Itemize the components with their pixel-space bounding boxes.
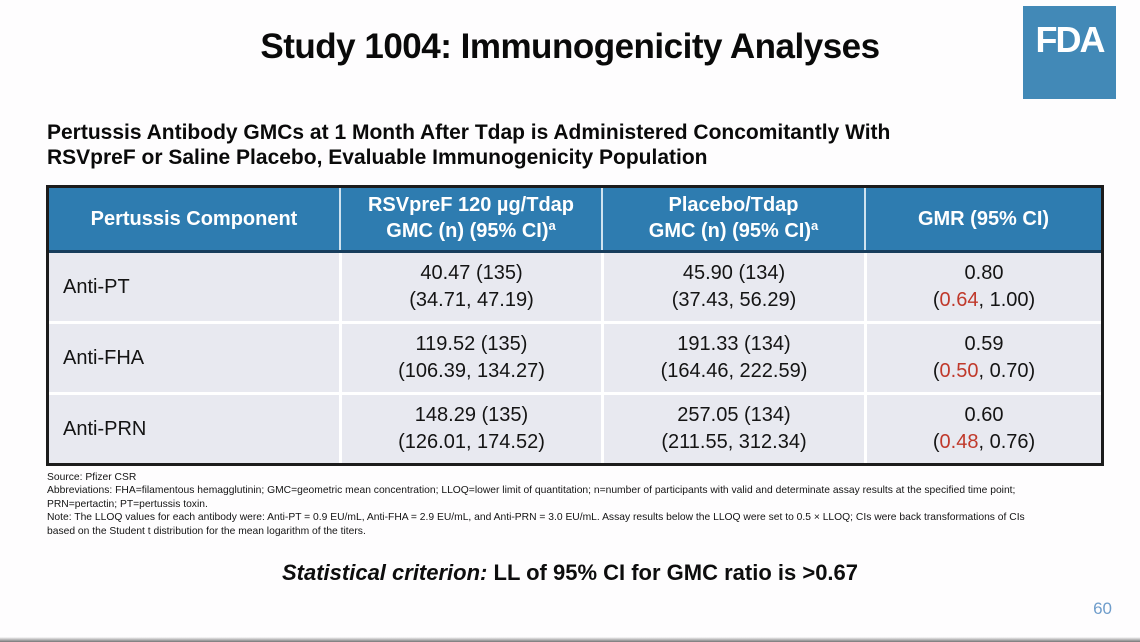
gmc-value: 257.05 (134)	[677, 404, 791, 426]
gmr-ci: (0.64, 1.00)	[933, 287, 1035, 314]
gmc-value: 148.29 (135)	[414, 404, 529, 426]
gmc-ci: (211.55, 312.34)	[661, 431, 807, 453]
footnotes: Source: Pfizer CSR Abbreviations: FHA=fi…	[47, 471, 1120, 538]
gmr-ci-rest: , 0.70)	[978, 360, 1036, 382]
gmc-ci: (34.71, 47.19)	[409, 289, 534, 311]
criterion-label: Statistical criterion:	[281, 560, 488, 585]
cell-gmr: 0.59 (0.50, 0.70)	[864, 324, 1101, 392]
cell-rsvpref-gmc: 40.47 (135) (34.71, 47.19)	[339, 253, 601, 321]
header-gmr: GMR (95% CI)	[864, 188, 1101, 250]
header-placebo-tdap: Placebo/Tdap GMC (n) (95% CI)a	[601, 188, 864, 250]
gmr-ci: (0.48, 0.76)	[933, 429, 1035, 456]
cell-component: Anti-FHA	[49, 324, 339, 392]
cell-gmr: 0.60 (0.48, 0.76)	[864, 395, 1101, 463]
gmr-ci-lower-limit: 0.48	[939, 431, 979, 453]
statistical-criterion: Statistical criterion: LL of 95% CI for …	[0, 560, 1140, 586]
gmr-ci-lower-limit: 0.64	[939, 289, 979, 311]
footnote-abbreviations-line-2: PRN=pertactin; PT=pertussis toxin.	[47, 498, 208, 510]
gmr-value: 0.60	[964, 404, 1004, 426]
cell-component: Anti-PT	[49, 253, 339, 321]
header-rsvpref-tdap: RSVpreF 120 µg/Tdap GMC (n) (95% CI)a	[339, 188, 601, 250]
page-number: 60	[1093, 599, 1112, 618]
gmr-value: 0.59	[964, 333, 1004, 355]
footnote-abbreviations-line-1: Abbreviations: FHA=filamentous hemagglut…	[47, 485, 1016, 497]
header-pertussis-component: Pertussis Component	[49, 188, 339, 250]
header-label: GMC (n) (95% CI)	[386, 220, 549, 242]
gmr-value: 0.80	[964, 262, 1004, 284]
gmc-value: 191.33 (134)	[677, 333, 791, 355]
caption-line-2: RSVpreF or Saline Placebo, Evaluable Imm…	[47, 146, 708, 169]
cell-gmr: 0.80 (0.64, 1.00)	[864, 253, 1101, 321]
video-bottom-edge	[0, 637, 1140, 642]
footnote-marker: a	[810, 218, 819, 233]
gmc-value: 119.52 (135)	[415, 333, 528, 355]
gmr-ci-rest: , 1.00)	[978, 289, 1036, 311]
table-row: Anti-PT 40.47 (135) (34.71, 47.19) 45.90…	[49, 253, 1101, 321]
gmc-ci: (164.46, 222.59)	[660, 360, 808, 382]
header-line: Placebo/Tdap	[668, 192, 798, 218]
component-label: Anti-FHA	[63, 346, 145, 369]
header-line: GMC (n) (95% CI)a	[649, 218, 818, 246]
header-label: GMR (95% CI)	[917, 208, 1050, 230]
table-row: Anti-FHA 119.52 (135) (106.39, 134.27) 1…	[49, 321, 1101, 392]
component-label: Anti-PT	[63, 275, 130, 298]
component-label: Anti-PRN	[63, 417, 147, 440]
table-caption: Pertussis Antibody GMCs at 1 Month After…	[47, 120, 890, 170]
gmr-ci-rest: , 0.76)	[978, 431, 1036, 453]
table-row: Anti-PRN 148.29 (135) (126.01, 174.52) 2…	[49, 392, 1101, 463]
gmr-ci-open: (	[932, 289, 940, 311]
criterion-text: LL of 95% CI for GMC ratio is >0.67	[493, 560, 859, 585]
gmc-value: 45.90 (134)	[682, 262, 786, 284]
header-label: RSVpreF 120 µg/Tdap	[367, 194, 574, 216]
gmr-ci-open: (	[932, 431, 940, 453]
caption-line-1: Pertussis Antibody GMCs at 1 Month After…	[47, 121, 891, 144]
fda-logo: FDA	[1023, 6, 1116, 99]
gmc-value: 40.47 (135)	[420, 262, 523, 284]
gmc-ci: (37.43, 56.29)	[671, 289, 797, 311]
cell-placebo-gmc: 45.90 (134) (37.43, 56.29)	[601, 253, 864, 321]
fda-logo-text: FDA	[1035, 19, 1106, 60]
footnote-source: Source: Pfizer CSR	[47, 472, 137, 483]
footnote-marker: a	[548, 218, 556, 233]
table-header-row: Pertussis Component RSVpreF 120 µg/Tdap …	[49, 188, 1101, 253]
slide-title: Study 1004: Immunogenicity Analyses	[260, 27, 880, 66]
cell-placebo-gmc: 191.33 (134) (164.46, 222.59)	[601, 324, 864, 392]
gmc-ci: (106.39, 134.27)	[398, 360, 545, 382]
gmr-ci-lower-limit: 0.50	[939, 360, 979, 382]
gmr-ci-open: (	[932, 360, 940, 382]
cell-component: Anti-PRN	[49, 395, 339, 463]
header-label: Pertussis Component	[90, 208, 298, 230]
footnote-note-line-2: based on the Student t distribution for …	[47, 525, 366, 537]
pertussis-gmc-table: Pertussis Component RSVpreF 120 µg/Tdap …	[46, 185, 1104, 466]
header-label: Placebo/Tdap	[668, 194, 799, 216]
header-line: RSVpreF 120 µg/Tdap	[368, 192, 574, 218]
cell-placebo-gmc: 257.05 (134) (211.55, 312.34)	[601, 395, 864, 463]
cell-rsvpref-gmc: 148.29 (135) (126.01, 174.52)	[339, 395, 601, 463]
gmr-ci: (0.50, 0.70)	[933, 358, 1035, 385]
header-line: GMC (n) (95% CI)a	[386, 218, 555, 246]
cell-rsvpref-gmc: 119.52 (135) (106.39, 134.27)	[339, 324, 601, 392]
gmc-ci: (126.01, 174.52)	[398, 431, 545, 453]
footnote-note-line-1: Note: The LLOQ values for each antibody …	[47, 512, 1025, 524]
header-label: GMC (n) (95% CI)	[648, 220, 811, 242]
